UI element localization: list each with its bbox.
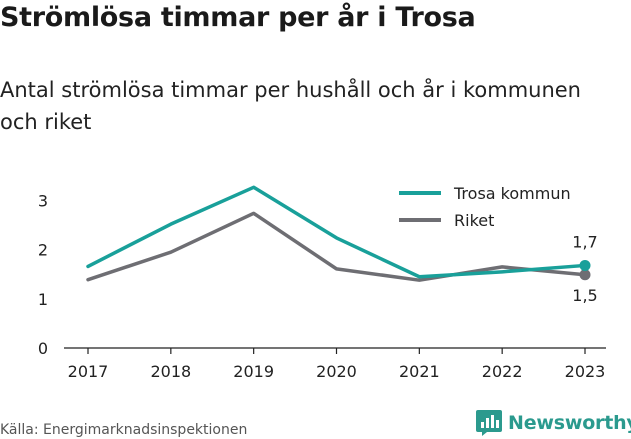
legend-label: Riket — [454, 211, 494, 230]
data-label: 1,7 — [572, 232, 597, 251]
x-tick-label: 2017 — [68, 362, 109, 381]
brand-logo: Newsworthy — [476, 410, 631, 436]
y-tick-label: 1 — [38, 290, 48, 309]
brand-name: Newsworthy — [508, 412, 631, 434]
data-label: 1,5 — [572, 286, 597, 305]
x-tick-label: 2023 — [565, 362, 606, 381]
legend: Trosa kommun Riket — [399, 184, 571, 230]
data-point — [579, 259, 591, 271]
x-tick-label: 2022 — [482, 362, 523, 381]
chart-subtitle: Antal strömlösa timmar per hushåll och å… — [0, 78, 581, 134]
x-axis: 2017 2018 2019 2020 2021 2022 2023 — [64, 347, 606, 381]
y-tick-label: 2 — [38, 241, 48, 260]
x-tick-label: 2019 — [233, 362, 274, 381]
x-tick-label: 2020 — [316, 362, 357, 381]
x-tick-label: 2018 — [150, 362, 191, 381]
y-tick-label: 0 — [38, 339, 48, 358]
data-point — [579, 269, 591, 281]
chart-title: Strömlösa timmar per år i Trosa — [0, 2, 476, 33]
source-note: Källa: Energimarknadsinspektionen — [0, 422, 248, 438]
newsworthy-logo-icon — [476, 410, 502, 436]
y-axis: 0 1 2 3 — [38, 192, 48, 358]
legend-label: Trosa kommun — [453, 184, 571, 203]
series-layer: 1,7 1,5 — [86, 185, 598, 305]
y-tick-label: 3 — [38, 192, 48, 211]
x-tick-label: 2021 — [399, 362, 440, 381]
